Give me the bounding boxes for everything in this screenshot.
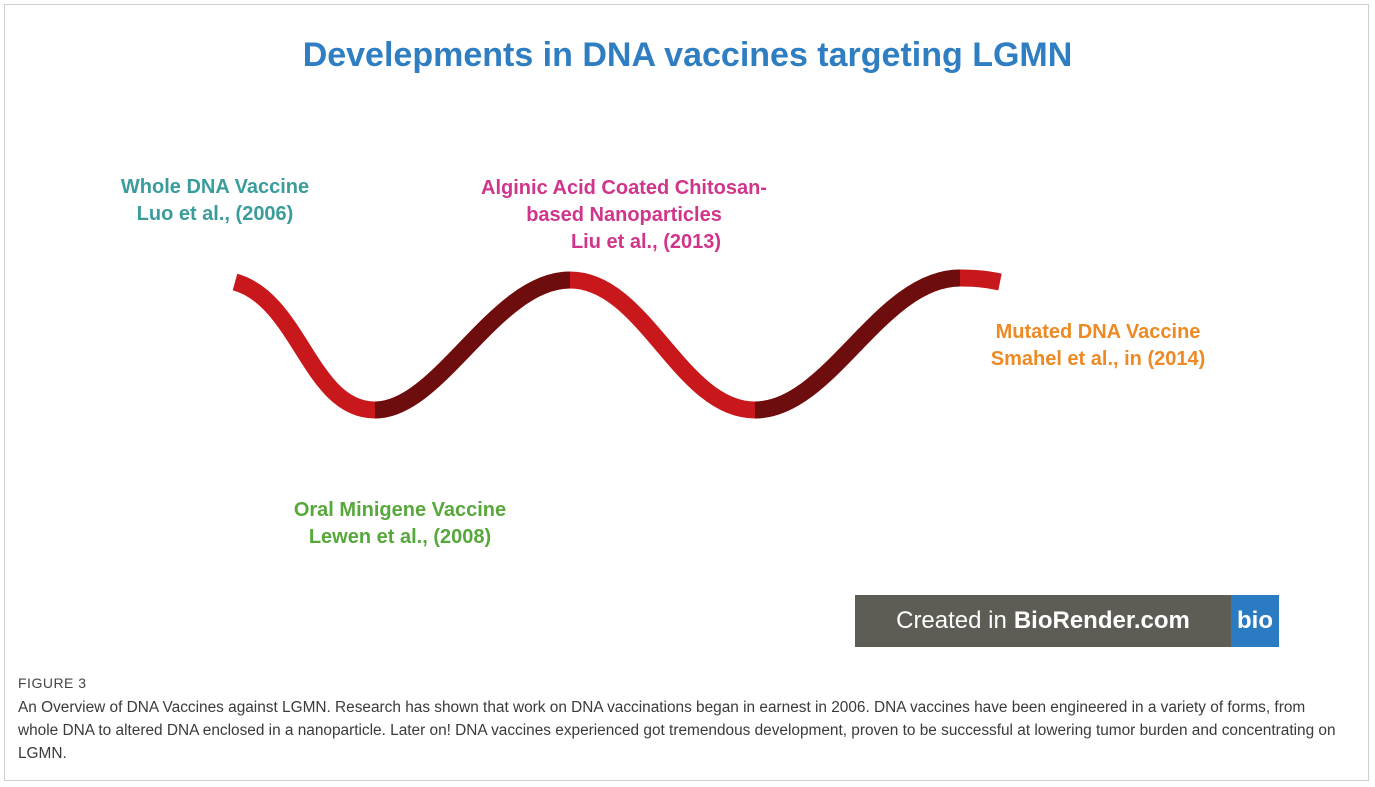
milestone-label: Alginic Acid Coated Chitosan-based Nanop… <box>481 175 767 256</box>
label-line: Lewen et al., (2008) <box>294 524 506 551</box>
label-line: Oral Minigene Vaccine <box>294 497 506 524</box>
badge-logo: bio <box>1231 595 1279 647</box>
page: Develepments in DNA vaccines targeting L… <box>0 0 1375 787</box>
badge-brand: BioRender.com <box>1014 607 1190 635</box>
label-line: Liu et al., (2013) <box>481 229 767 256</box>
label-line: Whole DNA Vaccine <box>121 174 309 201</box>
dna-wave <box>0 0 1375 787</box>
label-line: based Nanoparticles <box>481 202 767 229</box>
label-line: Alginic Acid Coated Chitosan- <box>481 175 767 202</box>
label-line: Smahel et al., in (2014) <box>991 346 1206 373</box>
wave-ribbon <box>235 278 1000 410</box>
label-line: Luo et al., (2006) <box>121 201 309 228</box>
caption-label: FIGURE 3 <box>18 675 87 691</box>
caption-text: An Overview of DNA Vaccines against LGMN… <box>18 696 1348 765</box>
wave-dark-segment <box>755 278 960 410</box>
wave-dark-segment <box>375 280 570 410</box>
badge-prefix: Created in <box>896 607 1007 635</box>
label-line: Mutated DNA Vaccine <box>991 319 1206 346</box>
